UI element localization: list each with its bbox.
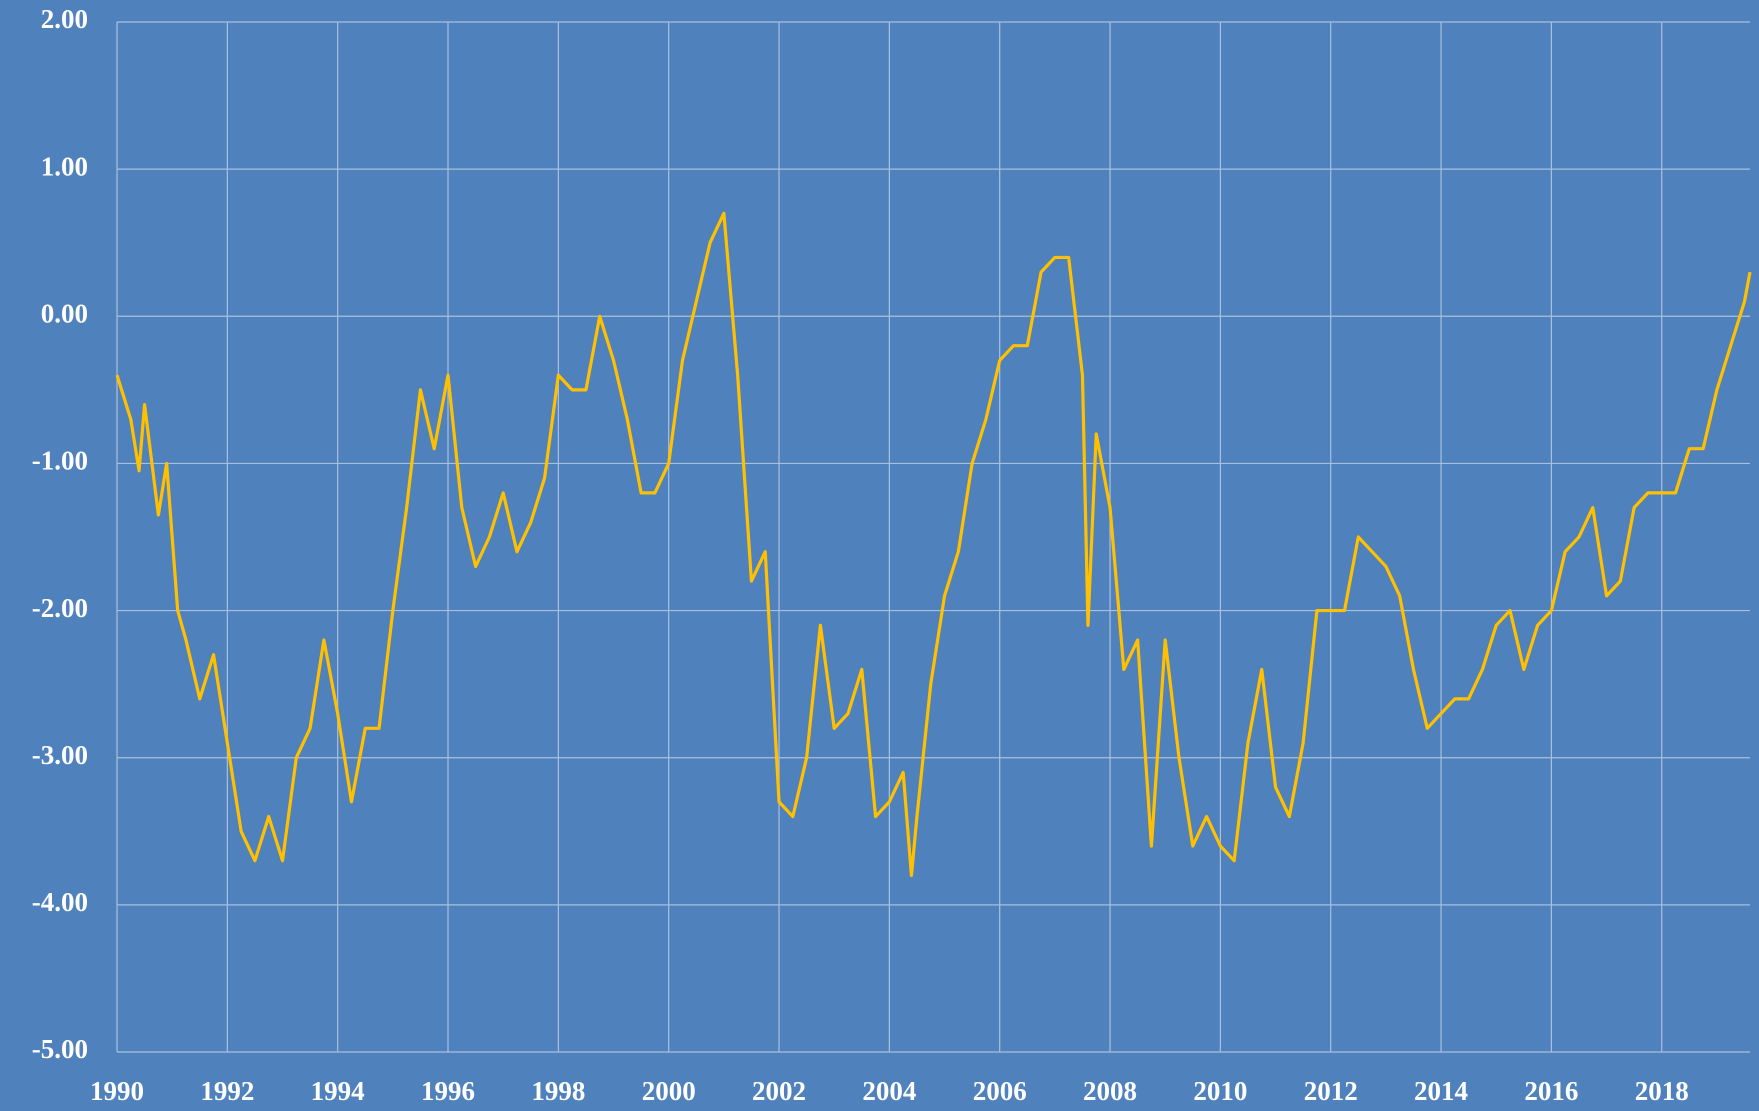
x-tick-label: 2018	[1635, 1076, 1689, 1106]
x-tick-label: 2014	[1414, 1076, 1468, 1106]
x-tick-label: 2002	[752, 1076, 806, 1106]
x-tick-label: 2006	[973, 1076, 1027, 1106]
x-tick-label: 1996	[421, 1076, 475, 1106]
x-tick-label: 1994	[311, 1076, 365, 1106]
y-tick-label: -3.00	[32, 740, 88, 770]
y-tick-label: -1.00	[32, 446, 88, 476]
y-tick-label: 2.00	[41, 4, 88, 34]
x-tick-label: 2016	[1524, 1076, 1578, 1106]
x-tick-label: 2004	[862, 1076, 916, 1106]
y-tick-label: -4.00	[32, 887, 88, 917]
x-tick-label: 1992	[200, 1076, 254, 1106]
x-tick-label: 1998	[531, 1076, 585, 1106]
x-tick-label: 2012	[1304, 1076, 1358, 1106]
y-tick-label: 0.00	[41, 298, 88, 328]
y-tick-label: 1.00	[41, 151, 88, 181]
x-tick-label: 2000	[642, 1076, 696, 1106]
y-tick-label: -5.00	[32, 1034, 88, 1064]
x-tick-label: 2008	[1083, 1076, 1137, 1106]
data-line	[115, 211, 1752, 878]
x-tick-label: 2010	[1193, 1076, 1247, 1106]
y-tick-label: -2.00	[32, 593, 88, 623]
x-tick-label: 1990	[90, 1076, 144, 1106]
